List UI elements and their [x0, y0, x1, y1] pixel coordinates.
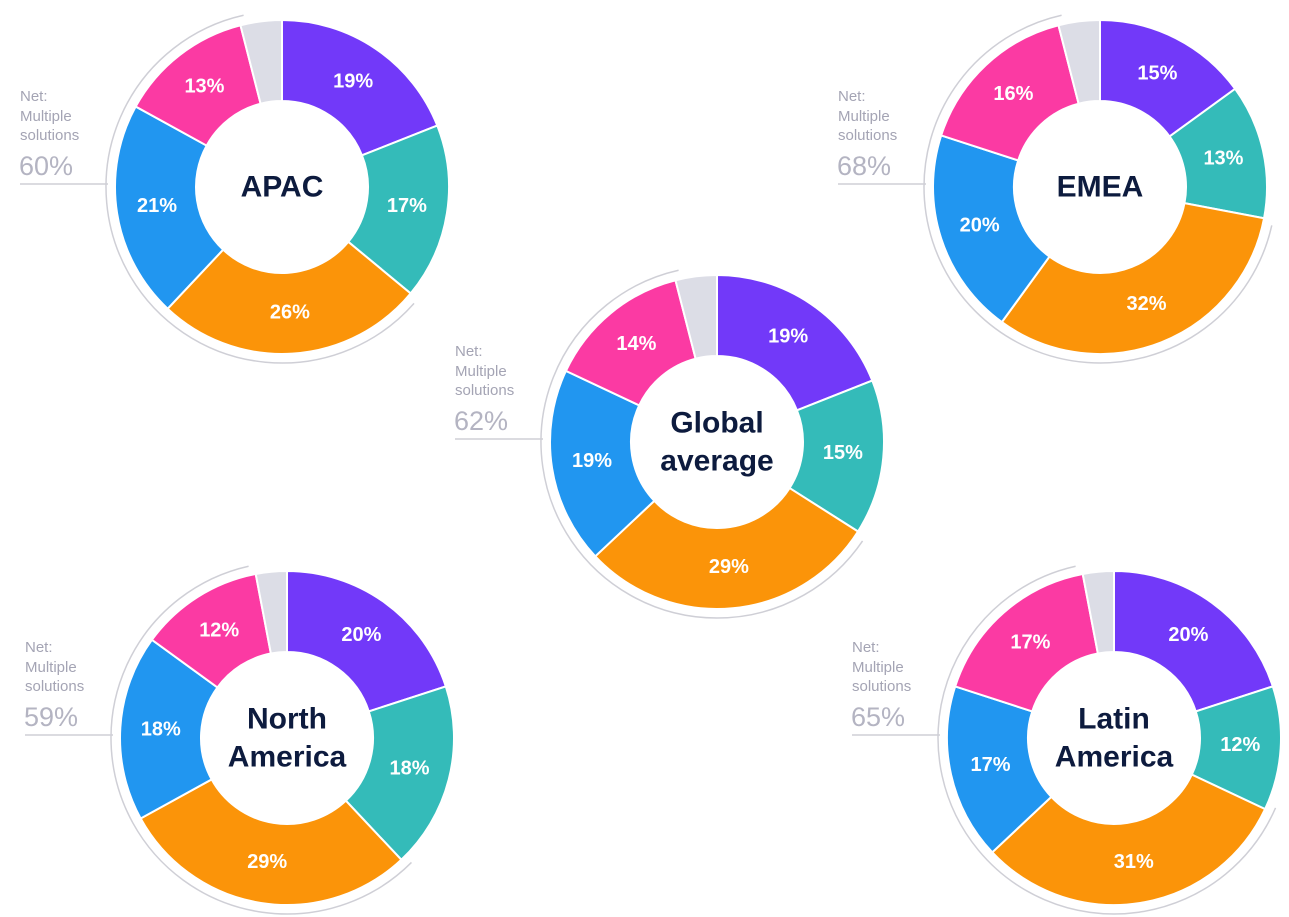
value-label: 17%	[1010, 631, 1050, 653]
donut-segment	[990, 773, 1267, 907]
value-label: 17%	[971, 754, 1011, 776]
net-arc	[540, 269, 864, 619]
donut-segment	[286, 569, 448, 713]
donut-segment	[1113, 569, 1275, 713]
donut-segment	[549, 369, 656, 558]
donut-segment	[674, 273, 718, 360]
donut-segment	[254, 569, 288, 655]
value-label: 26%	[270, 302, 310, 324]
donut-segment	[946, 685, 1053, 854]
donut-segment	[114, 105, 225, 311]
donut-title: Global average	[660, 406, 774, 478]
donut-title: APAC	[240, 170, 324, 204]
donut-segment	[239, 18, 283, 105]
value-label: 20%	[341, 624, 381, 646]
value-label: 12%	[199, 619, 239, 641]
donut-segment	[346, 124, 450, 295]
net-value: 65%	[851, 702, 906, 732]
net-annotation: Net: Multiple solutions	[852, 639, 912, 695]
net-annotation: Net: Multiple solutions	[20, 88, 80, 144]
value-label: 20%	[960, 214, 1000, 236]
donut-segment	[281, 18, 439, 157]
donut-segment	[1057, 18, 1101, 105]
value-label: 20%	[1168, 624, 1208, 646]
net-annotation: Net: Multiple solutions	[455, 343, 515, 399]
value-label: 19%	[768, 326, 808, 348]
donut-segment	[344, 685, 455, 862]
donut-segment	[953, 572, 1100, 713]
net-arc	[110, 565, 412, 915]
net-value: 60%	[19, 151, 74, 181]
donut-title: EMEA	[1056, 170, 1144, 204]
net-arc	[923, 14, 1273, 364]
value-label: 21%	[137, 195, 177, 217]
value-label: 15%	[1137, 63, 1177, 85]
value-label: 18%	[141, 718, 181, 740]
value-label: 29%	[247, 851, 287, 873]
donut-segment	[119, 638, 219, 820]
value-label: 19%	[333, 71, 373, 93]
net-value: 62%	[454, 406, 509, 436]
value-label: 18%	[390, 758, 430, 780]
donut-segment	[716, 273, 874, 412]
net-arc	[105, 14, 415, 364]
value-label: 17%	[387, 195, 427, 217]
value-label: 13%	[184, 75, 224, 97]
donut-segment	[166, 240, 413, 355]
value-label: 32%	[1127, 293, 1167, 315]
net-value: 59%	[24, 702, 79, 732]
net-arc	[937, 565, 1277, 915]
donut-segment	[1081, 569, 1115, 655]
value-label: 15%	[823, 442, 863, 464]
donut-segment	[593, 486, 860, 610]
value-label: 19%	[572, 450, 612, 472]
value-label: 13%	[1203, 148, 1243, 170]
net-annotation: Net: Multiple solutions	[838, 88, 898, 144]
net-annotation: Net: Multiple solutions	[25, 639, 85, 695]
donut-segment	[1000, 201, 1266, 355]
value-label: 16%	[993, 83, 1033, 105]
value-label: 29%	[709, 556, 749, 578]
value-label: 14%	[616, 333, 656, 355]
value-label: 31%	[1114, 851, 1154, 873]
net-value: 68%	[837, 151, 892, 181]
donut-segment	[139, 778, 403, 906]
donut-title: North America	[227, 702, 347, 774]
donut-segment	[932, 134, 1051, 324]
donut-title: Latin America	[1054, 702, 1174, 774]
value-label: 12%	[1220, 734, 1260, 756]
